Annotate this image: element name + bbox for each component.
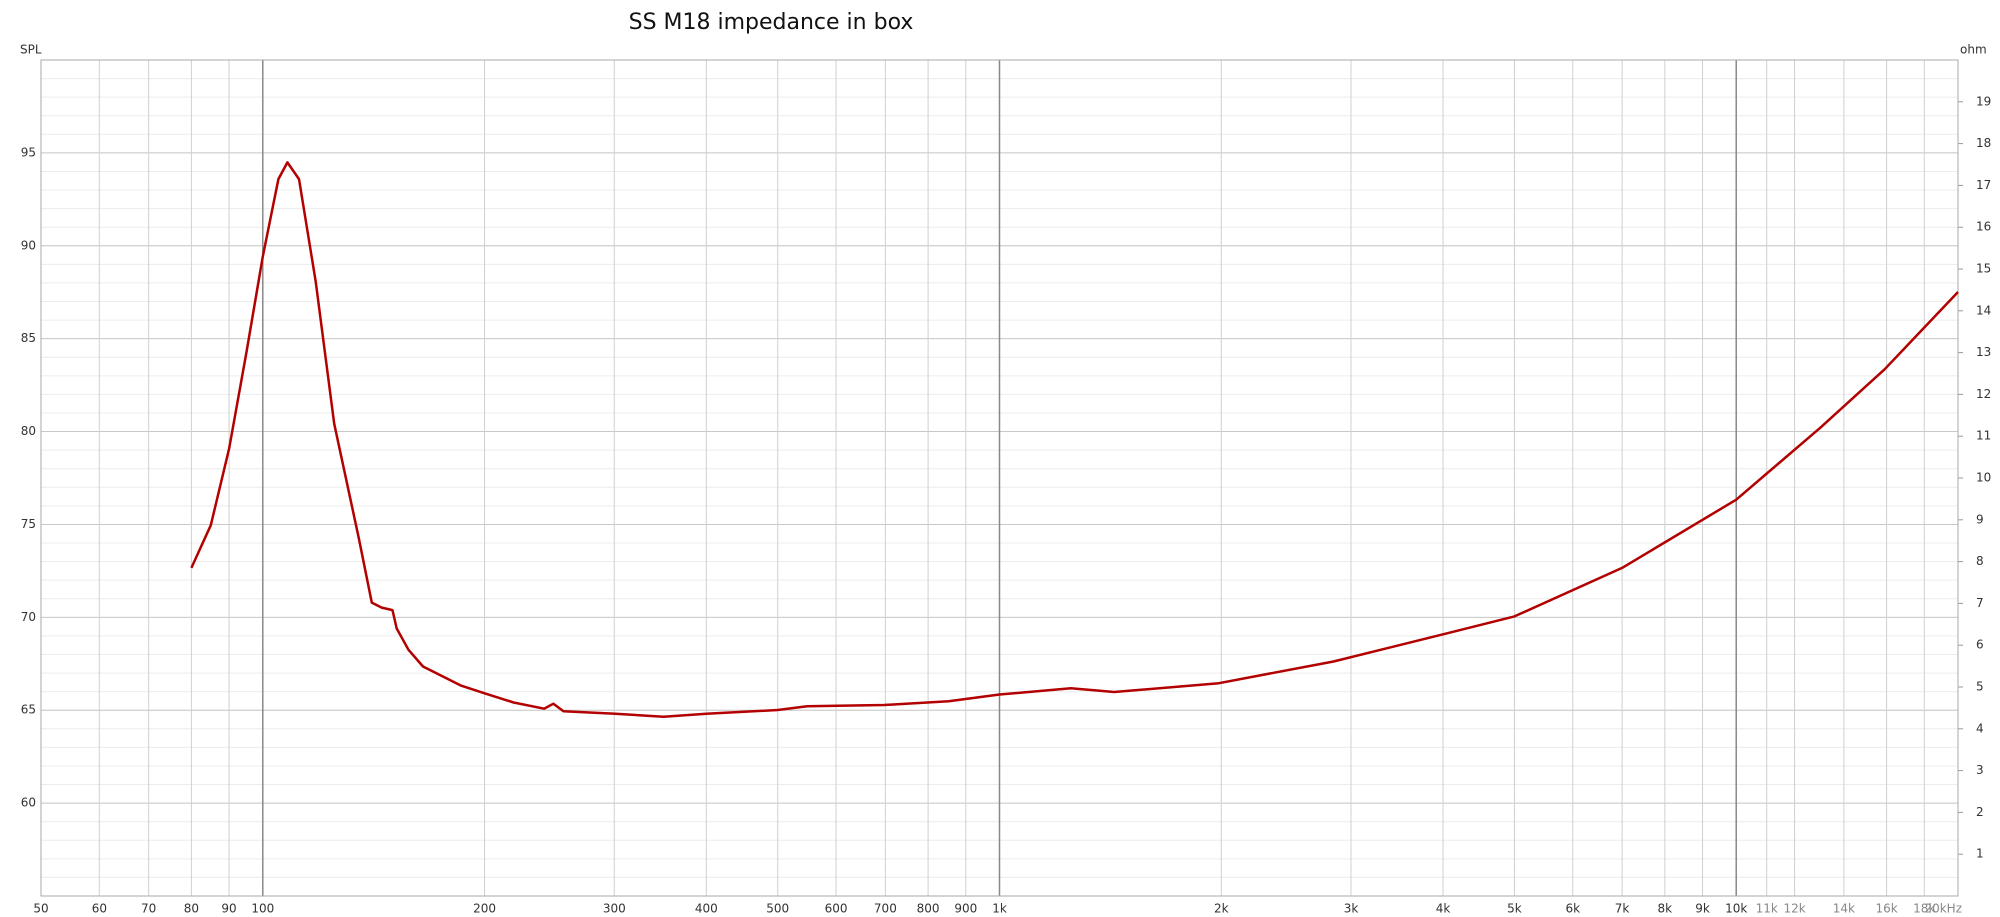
y-tick-label: 90 <box>21 238 36 252</box>
y2-tick-label: 1 <box>1976 847 1984 861</box>
x-tick-label: 9k <box>1695 902 1710 916</box>
x-tick-label: 900 <box>954 902 977 916</box>
y-tick-label: 60 <box>21 796 36 810</box>
x-tick-label: 400 <box>695 902 718 916</box>
impedance-line <box>190 161 1959 718</box>
y2-tick-label: 2 <box>1976 805 1984 819</box>
x-tick-label: 90 <box>221 902 236 916</box>
y2-tick-label: 5 <box>1976 680 1984 694</box>
y2-tick-label: 14 <box>1976 303 1991 317</box>
y2-tick-label: 11 <box>1976 429 1991 443</box>
x-tick-label: 10k <box>1725 902 1747 916</box>
x-tick-label: 50 <box>33 902 48 916</box>
x-tick-label: 700 <box>874 902 897 916</box>
y-tick-label: 80 <box>21 424 36 438</box>
x-tick-label: 300 <box>603 902 626 916</box>
y2-tick-label: 12 <box>1976 387 1991 401</box>
x-tick-label: 70 <box>141 902 156 916</box>
plot-frame <box>40 59 1959 897</box>
y-tick-label: 85 <box>21 331 36 345</box>
x-tick-label: 16k <box>1875 902 1897 916</box>
x-tick-label: 1k <box>992 902 1007 916</box>
x-tick-label: 4k <box>1436 902 1451 916</box>
y-tick-label: 75 <box>21 517 36 531</box>
y2-tick-label: 9 <box>1976 512 1984 526</box>
y2-tick-label: 15 <box>1976 262 1991 276</box>
y2-tick-label: 3 <box>1976 763 1984 777</box>
y2-tick-label: 19 <box>1976 94 1991 108</box>
x-tick-label: 80 <box>184 902 199 916</box>
x-tick-label: 6k <box>1565 902 1580 916</box>
x-tick-label: 14k <box>1833 902 1855 916</box>
y2-tick-label: 16 <box>1976 220 1991 234</box>
x-tick-label: 60 <box>92 902 107 916</box>
y2-tick-label: 7 <box>1976 596 1984 610</box>
x-tick-label: 12k <box>1783 902 1805 916</box>
y2-tick-label: 6 <box>1976 638 1984 652</box>
x-tick-label: 7k <box>1615 902 1630 916</box>
y-tick-label: 70 <box>21 610 36 624</box>
y2-tick-label: 17 <box>1976 178 1991 192</box>
y-tick-label: 95 <box>21 145 36 159</box>
x-tick-label: 800 <box>917 902 940 916</box>
y-tick-label: 65 <box>21 703 36 717</box>
x-tick-label: 8k <box>1658 902 1673 916</box>
y2-tick-label: 4 <box>1976 721 1984 735</box>
y2-tick-label: 18 <box>1976 136 1991 150</box>
x-tick-label: 11k <box>1756 902 1778 916</box>
x-tick-label: 3k <box>1344 902 1359 916</box>
y2-tick-label: 8 <box>1976 554 1984 568</box>
x-tick-label: 100 <box>251 902 274 916</box>
x-tick-label: 18k <box>1913 902 1935 916</box>
x-tick-label: 200 <box>473 902 496 916</box>
y2-tick-label: 10 <box>1976 471 1991 485</box>
y-axis-label: SPL <box>20 43 42 57</box>
y2-axis-label: ohm <box>1960 43 1987 57</box>
chart-title: SS M18 impedance in box <box>629 10 914 35</box>
x-tick-label: 500 <box>766 902 789 916</box>
x-tick-label: 5k <box>1507 902 1522 916</box>
y2-tick-label: 13 <box>1976 345 1991 359</box>
x-tick-label: 20kHz <box>1924 902 1962 916</box>
x-tick-label: 2k <box>1214 902 1229 916</box>
x-tick-label: 600 <box>825 902 848 916</box>
